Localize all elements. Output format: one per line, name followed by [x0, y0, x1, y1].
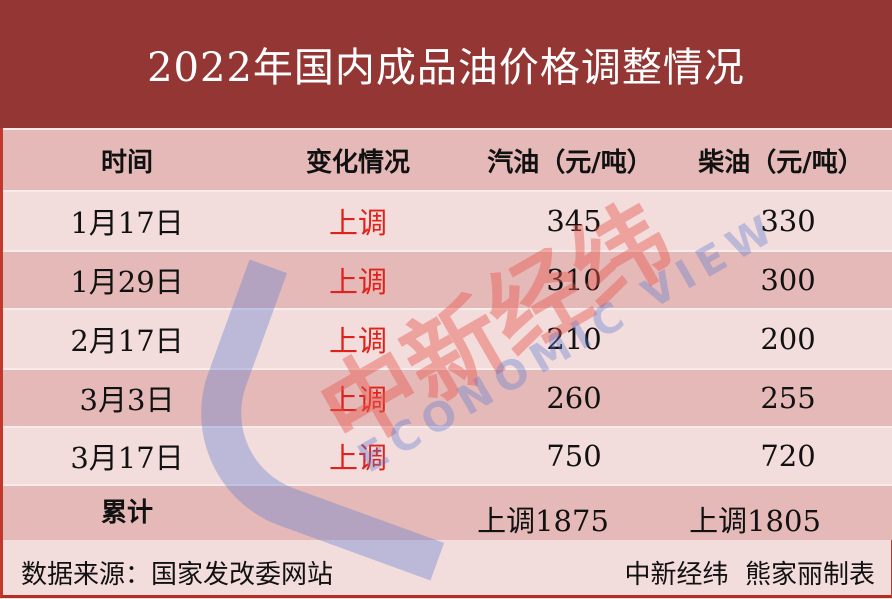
cell-change: 上调: [328, 324, 388, 358]
total-label: 累计: [100, 498, 154, 528]
header-diesel: 柴油（元/吨）: [698, 147, 864, 178]
header-gasoline: 汽油（元/吨）: [487, 147, 653, 178]
cell-gasoline: 260: [546, 381, 602, 415]
cell-gasoline: 750: [546, 439, 602, 473]
cell-change: 上调: [328, 206, 388, 240]
cell-change: 上调: [328, 265, 388, 299]
cell-diesel: 255: [760, 381, 816, 415]
table-header: 时间 变化情况 汽油（元/吨） 柴油（元/吨）: [3, 128, 892, 190]
footer: 数据来源：国家发改委网站 中新经纬 熊家丽制表: [3, 540, 889, 595]
cell-date: 2月17日: [70, 324, 184, 358]
cell-gasoline: 210: [546, 322, 602, 356]
table-row: 2月17日 上调 210 200: [3, 308, 892, 368]
cell-gasoline: 310: [546, 263, 602, 297]
cell-diesel: 330: [760, 204, 816, 238]
total-row: 累计 上调1875 上调1805: [3, 484, 892, 540]
cell-gasoline: 345: [546, 204, 602, 238]
data-source: 数据来源：国家发改委网站: [21, 560, 334, 590]
table-row: 3月17日 上调 750 720: [3, 426, 892, 484]
table-row: 1月29日 上调 310 300: [3, 250, 892, 308]
cell-date: 3月17日: [70, 441, 184, 475]
credit: 中新经纬 熊家丽制表: [624, 560, 875, 590]
page-title: 2022年国内成品油价格调整情况: [0, 0, 892, 128]
cell-diesel: 200: [760, 322, 816, 356]
cell-diesel: 720: [760, 439, 816, 473]
header-change: 变化情况: [305, 147, 411, 178]
cell-diesel: 300: [760, 263, 816, 297]
cell-change: 上调: [328, 383, 388, 417]
cell-date: 1月17日: [70, 206, 184, 240]
cell-change: 上调: [328, 441, 388, 475]
total-diesel: 上调1805: [689, 504, 821, 538]
cell-date: 1月29日: [70, 265, 184, 299]
header-date: 时间: [100, 147, 154, 178]
table-row: 1月17日 上调 345 330: [3, 190, 892, 250]
total-gasoline: 上调1875: [477, 504, 609, 538]
table-row: 3月3日 上调 260 255: [3, 368, 892, 426]
cell-date: 3月3日: [79, 383, 175, 417]
